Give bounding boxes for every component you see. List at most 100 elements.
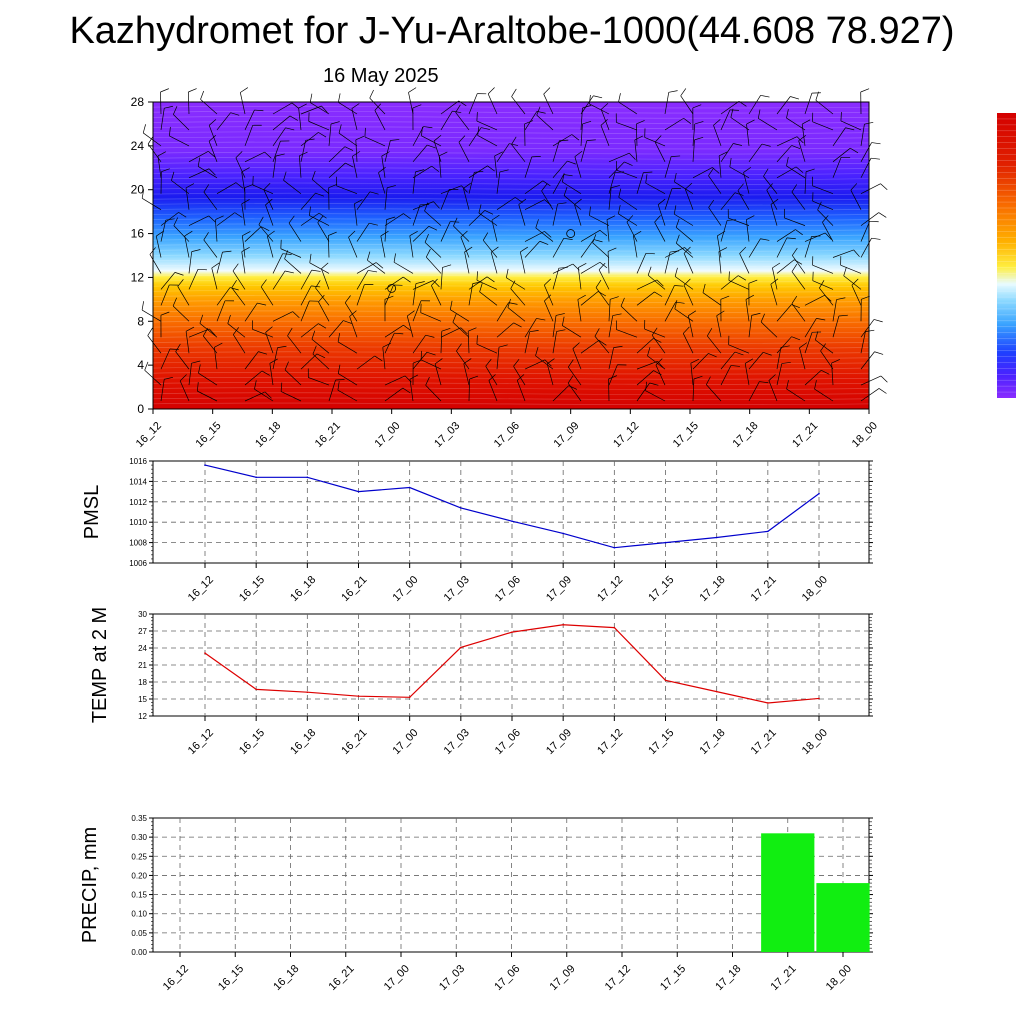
wind-barb-feather [487,87,495,95]
wind-barb [300,192,316,210]
wind-barb [258,224,274,242]
wind-barb [758,118,778,131]
wind-barb [328,123,332,146]
wind-barb-feather [683,326,690,334]
wind-barb-feather [633,230,642,237]
wind-barb [552,174,565,194]
wind-barb-feather [171,171,175,181]
wind-barb [284,258,302,274]
wind-barb-feather [258,216,264,225]
wind-barb-feather [311,285,321,288]
x-tick-label: 17_09 [551,420,581,450]
wind-barb-feather [165,218,175,221]
wind-barb [860,183,881,195]
x-tick-label: 16_12 [186,574,216,604]
contour-line [152,223,870,226]
wind-barb-feather [562,173,565,183]
wind-barb [254,388,274,402]
wind-barb-feather [305,138,315,141]
wind-barb [832,249,854,258]
wind-barb-feather [408,87,417,93]
contour-line [152,131,870,134]
wind-barb [235,157,246,178]
wind-barb [216,212,235,226]
wind-barb [438,155,442,178]
contour-line [152,198,870,201]
wind-barb-feather [196,382,199,392]
wind-barb [674,181,694,195]
wind-barb-feather [487,165,495,172]
wind-barb-feather [861,295,870,300]
wind-barb-feather [199,314,204,324]
wind-barb [748,315,753,338]
wind-barb-feather [558,266,568,269]
wind-barb [804,236,812,258]
wind-barb-feather [880,375,888,383]
wind-barb [440,185,462,195]
wind-barb [706,384,722,402]
wind-barb-feather [562,316,565,326]
x-tick-label: 17_21 [749,727,779,757]
contour-line [152,157,870,160]
wind-barb-feather [420,350,423,360]
wind-barb [272,155,277,178]
wind-barb-feather [191,360,201,364]
wind-barb [252,329,274,338]
wind-barb-feather [164,376,174,380]
wind-barb [252,184,274,195]
wind-barb-feather [634,135,643,141]
wind-barb-feather [240,87,249,93]
wind-barb [840,120,862,131]
x-tick-label: 17_12 [595,727,625,757]
chart-date: 16 May 2025 [323,65,439,87]
wind-barb [608,172,616,194]
contour-line [152,238,870,242]
wind-barb [272,270,286,290]
wind-barb [786,117,806,131]
wind-barb-feather [178,212,187,218]
wind-barb [188,168,210,179]
wind-barb [720,275,739,290]
wind-barb-feather [386,216,396,220]
wind-barb-feather [198,364,201,374]
wind-barb-feather [574,198,582,205]
wind-barb [424,210,442,226]
wind-barb [713,125,722,147]
wind-barb [707,335,722,354]
wind-barb-feather [734,351,744,356]
wind-barb [487,93,498,115]
wind-barb-feather [265,326,273,333]
colorbar [997,113,1016,398]
wind-barb [519,251,526,274]
plot-frame [152,460,870,564]
wind-barb-feather [160,311,170,316]
wind-barb-feather [232,263,239,272]
wind-barb [479,291,498,306]
wind-barb-feather [369,222,378,226]
wind-barb [188,328,210,338]
y-tick-label: 0.15 [131,891,147,900]
wind-barb [272,253,283,274]
precip-panel: 0.00 0.05 0.10 0.15 0.20 0.25 0.30 0.35 16_12 16_… [79,814,873,993]
wind-barb-feather [544,278,552,286]
heatmap-panel: 0 4 8 12 16 20 24 28 16_12 16_15 16_18 16_21 17_00 17… [131,87,888,450]
wind-barb [412,201,434,210]
wind-barb [143,132,162,147]
wind-barb [776,136,798,147]
wind-barb [468,378,470,402]
wind-barb-feather [594,328,600,337]
wind-barb [244,226,262,242]
wind-barb-feather [543,87,551,95]
wind-barb [524,111,538,131]
wind-barb [155,235,162,258]
wind-barb [636,338,654,354]
wind-barb [300,300,310,322]
wind-barb-feather [433,135,442,142]
wind-barb [308,377,330,386]
wind-barb-feather [355,135,365,141]
wind-barb [636,370,654,386]
wind-barb-feather [426,351,436,356]
wind-barb-feather [282,253,292,255]
wind-barb [141,198,162,210]
contour-line [152,315,870,319]
